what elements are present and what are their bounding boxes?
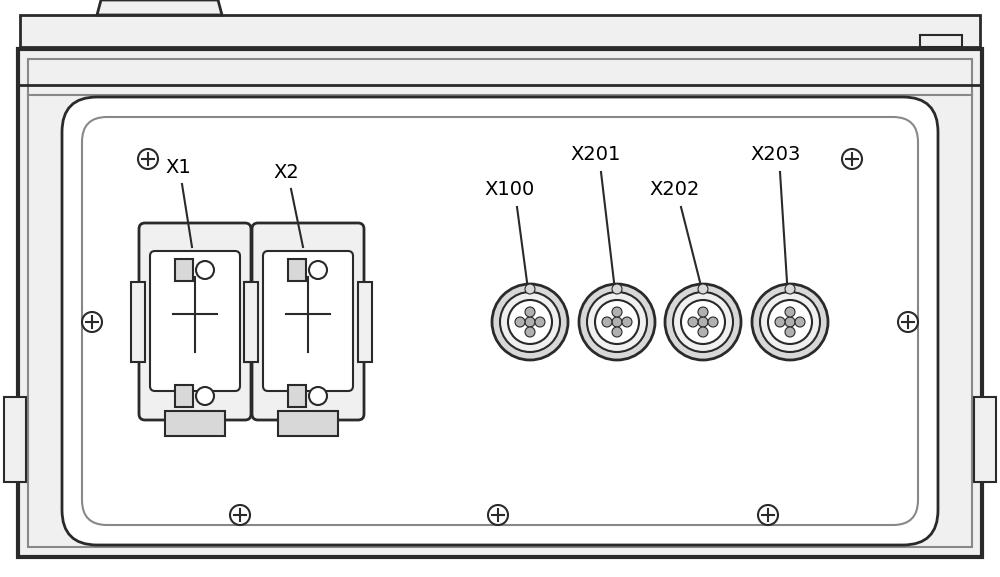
Circle shape [785,317,795,327]
Circle shape [488,505,508,525]
Circle shape [602,317,612,327]
Circle shape [622,317,632,327]
Text: X201: X201 [571,145,621,164]
Bar [20,15,980,47]
Circle shape [535,317,545,327]
Circle shape [681,300,725,344]
Circle shape [708,317,718,327]
Circle shape [898,312,918,332]
Bar [358,282,372,362]
Circle shape [525,327,535,337]
Bar [175,259,193,281]
Bar [288,385,306,407]
Text: X202: X202 [650,180,700,199]
Circle shape [752,284,828,360]
Circle shape [196,387,214,405]
Circle shape [785,284,795,294]
Circle shape [525,317,535,327]
Circle shape [758,505,778,525]
Circle shape [698,317,708,327]
Bar [175,385,193,407]
Polygon shape [97,0,222,15]
FancyBboxPatch shape [252,223,364,420]
Circle shape [579,284,655,360]
Circle shape [768,300,812,344]
Circle shape [508,300,552,344]
Circle shape [82,312,102,332]
Bar [244,282,258,362]
Circle shape [309,387,327,405]
Circle shape [795,317,805,327]
Text: X2: X2 [273,163,299,182]
Bar [165,411,225,436]
Circle shape [138,149,158,169]
Circle shape [612,317,622,327]
Text: X1: X1 [165,158,191,177]
Bar [245,282,259,362]
FancyBboxPatch shape [263,251,353,391]
Circle shape [309,261,327,279]
Text: X100: X100 [485,180,535,199]
FancyBboxPatch shape [139,223,251,420]
Bar [278,411,338,436]
Circle shape [688,317,698,327]
Circle shape [673,292,733,352]
Circle shape [612,307,622,317]
Circle shape [698,307,708,317]
Circle shape [196,261,214,279]
Circle shape [500,292,560,352]
Text: X203: X203 [751,145,801,164]
Circle shape [612,284,622,294]
Bar [4,397,26,482]
Circle shape [525,307,535,317]
Circle shape [525,284,535,294]
Circle shape [515,317,525,327]
Circle shape [698,327,708,337]
Circle shape [785,307,795,317]
Circle shape [612,327,622,337]
Circle shape [842,149,862,169]
Circle shape [760,292,820,352]
Circle shape [775,317,785,327]
FancyBboxPatch shape [150,251,240,391]
Bar [288,259,306,281]
Circle shape [698,284,708,294]
Circle shape [587,292,647,352]
Bar [18,49,982,557]
Bar [920,35,962,47]
Circle shape [595,300,639,344]
Circle shape [785,327,795,337]
Circle shape [492,284,568,360]
Circle shape [665,284,741,360]
Bar [131,282,145,362]
FancyBboxPatch shape [62,97,938,545]
Circle shape [230,505,250,525]
Bar [974,397,996,482]
Bar [28,59,972,547]
